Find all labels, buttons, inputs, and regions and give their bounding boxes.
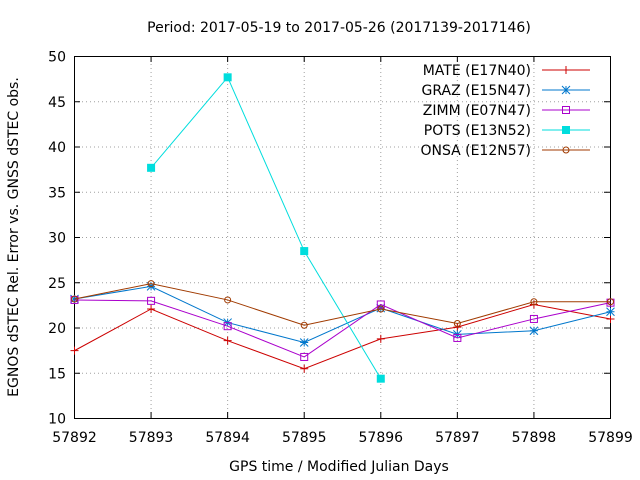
data-point-pots [376, 374, 385, 383]
series-line-onsa [74, 283, 611, 326]
series-line-mate [74, 303, 611, 370]
data-point-onsa [71, 295, 78, 303]
data-point-pots [300, 247, 309, 256]
chart-title: Period: 2017-05-19 to 2017-05-26 (201713… [147, 20, 531, 36]
y-tick-label: 35 [48, 185, 66, 201]
data-point-mate [147, 304, 156, 313]
series-layer [70, 73, 615, 383]
y-tick-label: 30 [48, 231, 66, 247]
data-point-graz [299, 338, 309, 347]
data-point-mate [376, 334, 385, 343]
data-point-onsa [147, 280, 155, 288]
data-point-onsa [607, 298, 614, 306]
legend-marker [561, 85, 571, 95]
x-tick-label: 57899 [588, 430, 633, 446]
x-tick-label: 57894 [205, 430, 250, 446]
legend-label: ZIMM (E07N47) [423, 103, 531, 119]
x-tick-label: 57893 [129, 430, 174, 446]
series-pots [147, 73, 385, 383]
data-point-mate [606, 314, 615, 323]
legend-marker [562, 66, 570, 74]
data-point-mate [223, 336, 232, 345]
grid [74, 56, 610, 418]
data-point-graz [529, 326, 539, 336]
x-tick-label: 57892 [52, 430, 97, 446]
data-point-mate [70, 346, 79, 355]
legend: MATE (E17N40) GRAZ (E15N47) ZIMM (E07N47) P… [420, 63, 590, 159]
series-mate [70, 300, 615, 373]
data-point-zimm [453, 333, 462, 342]
legend-label: MATE (E17N40) [423, 63, 531, 79]
data-point-onsa [300, 321, 308, 329]
legend-marker [562, 106, 570, 114]
series-line-zimm [74, 299, 611, 358]
data-point-onsa [224, 296, 232, 304]
data-point-zimm [529, 314, 538, 323]
data-point-onsa [453, 319, 461, 327]
legend-item-mate: MATE (E17N40) [423, 63, 590, 79]
y-tick-label: 10 [48, 412, 66, 428]
x-tick-label: 57897 [435, 430, 480, 446]
data-point-mate [300, 364, 309, 373]
legend-item-zimm: ZIMM (E07N47) [423, 103, 590, 119]
legend-marker [562, 126, 570, 134]
y-tick-label: 40 [48, 140, 66, 156]
legend-label: ONSA (E12N57) [420, 143, 531, 159]
data-point-onsa [530, 298, 538, 306]
legend-label: GRAZ (E15N47) [422, 83, 532, 99]
data-point-onsa [377, 305, 385, 313]
data-point-graz [606, 307, 615, 317]
data-point-zimm [300, 352, 309, 361]
data-point-mate [453, 323, 462, 332]
legend-item-pots: POTS (E13N52) [424, 123, 590, 139]
x-tick-label: 57898 [512, 430, 557, 446]
data-point-zimm [376, 300, 385, 309]
y-axis-label: EGNOS dSTEC Rel. Error vs. GNSS dSTEC ob… [6, 77, 22, 397]
legend-marker [562, 146, 570, 154]
legend-item-graz: GRAZ (E15N47) [422, 83, 590, 99]
series-line-pots [150, 76, 382, 379]
y-tick-label: 45 [48, 95, 66, 111]
series-line-graz [74, 285, 611, 344]
data-point-pots [223, 73, 232, 82]
series-onsa [71, 280, 614, 329]
legend-item-onsa: ONSA (E12N57) [420, 143, 590, 159]
data-point-zimm [147, 296, 156, 305]
x-tick-label: 57895 [282, 430, 327, 446]
y-tick-label: 50 [48, 50, 66, 66]
y-tick-label: 20 [48, 321, 66, 337]
data-point-pots [147, 163, 156, 172]
x-tick-label: 57896 [359, 430, 404, 446]
axis-ticks: 10 15 20 25 30 35 40 45 50 57892 57893 57894 57895 57… [48, 50, 633, 447]
y-tick-label: 15 [48, 366, 66, 382]
data-point-zimm [223, 322, 232, 331]
legend-label: POTS (E13N52) [424, 123, 531, 139]
x-axis-label: GPS time / Modified Julian Days [229, 459, 449, 475]
y-tick-label: 25 [48, 276, 66, 292]
